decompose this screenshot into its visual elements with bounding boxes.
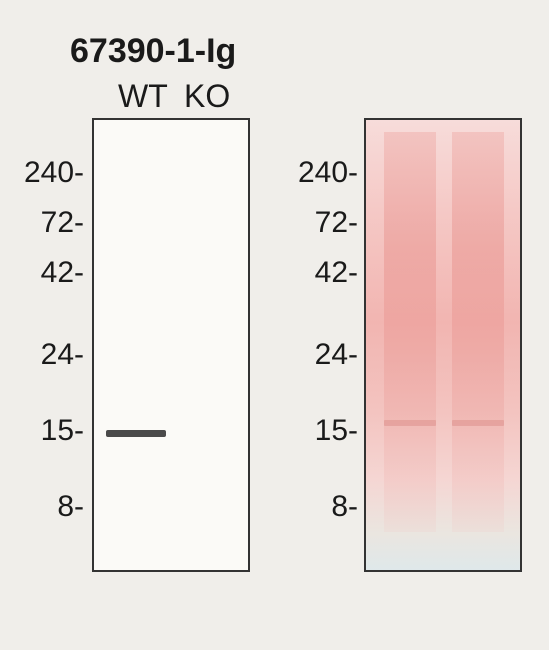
marker-left-8: 8- [6, 490, 84, 524]
marker-right-42: 42- [280, 256, 358, 290]
ponceau-lane-2 [452, 132, 504, 532]
ponceau-lane-1 [384, 132, 436, 532]
marker-right-24: 24- [280, 338, 358, 372]
marker-left-42: 42- [6, 256, 84, 290]
wt-band-15kda [106, 430, 166, 437]
marker-right-72: 72- [280, 206, 358, 240]
antibody-title: 67390-1-Ig [70, 32, 236, 71]
marker-left-24: 24- [6, 338, 84, 372]
marker-left-72: 72- [6, 206, 84, 240]
ponceau-blot [364, 118, 522, 572]
marker-right-8: 8- [280, 490, 358, 524]
marker-left-15: 15- [6, 414, 84, 448]
ponceau-band-1 [384, 420, 436, 426]
ponceau-band-2 [452, 420, 504, 426]
marker-right-240: 240- [280, 156, 358, 190]
western-blot [92, 118, 250, 572]
marker-right-15: 15- [280, 414, 358, 448]
lane-label-ko: KO [184, 78, 230, 115]
lane-label-wt: WT [118, 78, 168, 115]
marker-left-240: 240- [6, 156, 84, 190]
